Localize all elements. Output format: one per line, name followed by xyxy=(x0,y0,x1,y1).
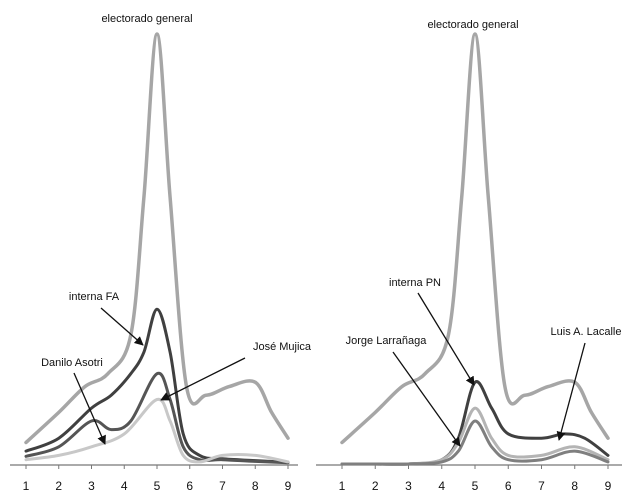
x-tick-label: 1 xyxy=(339,479,346,493)
right-chart-panel: 1 2 3 4 5 6 7 8 9 electorado general interna PN Jor… xyxy=(316,19,622,493)
x-tick-label: 1 xyxy=(23,479,30,493)
series-line-jorge-larranaga xyxy=(340,406,610,466)
annotation-label-electorado-general: electorado general xyxy=(427,19,518,31)
x-tick-label: 2 xyxy=(55,479,62,493)
x-tick-label: 9 xyxy=(605,479,612,493)
annotation-label-danilo-asotri: Danilo Asotri xyxy=(41,357,103,369)
annotation-arrow xyxy=(417,292,475,386)
x-tick-label: 8 xyxy=(571,479,578,493)
x-tick-label: 9 xyxy=(285,479,292,493)
x-tick-label: 6 xyxy=(505,479,512,493)
x-tick-label: 3 xyxy=(405,479,412,493)
series-line-luis-a-lacalle xyxy=(340,419,610,466)
annotation-label-electorado-general: electorado general xyxy=(101,13,192,25)
x-tick-label: 7 xyxy=(219,479,226,493)
annotation-arrow xyxy=(556,342,586,441)
series-line-jose-mujica xyxy=(24,397,290,464)
annotation-label-interna-pn: interna PN xyxy=(389,277,441,289)
x-tick-label: 3 xyxy=(88,479,95,493)
x-tick-label: 6 xyxy=(186,479,193,493)
annotation-arrow xyxy=(100,307,144,346)
annotation-label-jose-mujica: José Mujica xyxy=(253,341,312,353)
annotation-arrow xyxy=(160,357,246,401)
x-tick-label: 2 xyxy=(372,479,379,493)
annotation-arrow xyxy=(392,351,461,447)
annotation-label-interna-fa: interna FA xyxy=(69,291,120,303)
series-line-electorado-general xyxy=(24,32,290,445)
left-chart-panel: 1 2 3 4 5 6 7 8 9 electorado general interna FA Dan… xyxy=(10,13,312,493)
series-line-interna-fa xyxy=(24,307,290,464)
annotation-label-luis-a-lacalle: Luis A. Lacalle xyxy=(551,326,622,338)
annotation-arrow xyxy=(73,372,106,445)
series-line-danilo-asotri xyxy=(24,371,290,465)
x-tick-label: 5 xyxy=(154,479,161,493)
x-tick-label: 5 xyxy=(472,479,479,493)
annotation-label-jorge-larranaga: Jorge Larrañaga xyxy=(346,335,428,347)
x-tick-label: 4 xyxy=(438,479,445,493)
x-tick-label: 8 xyxy=(252,479,259,493)
x-tick-label: 4 xyxy=(121,479,128,493)
x-tick-label: 7 xyxy=(538,479,545,493)
